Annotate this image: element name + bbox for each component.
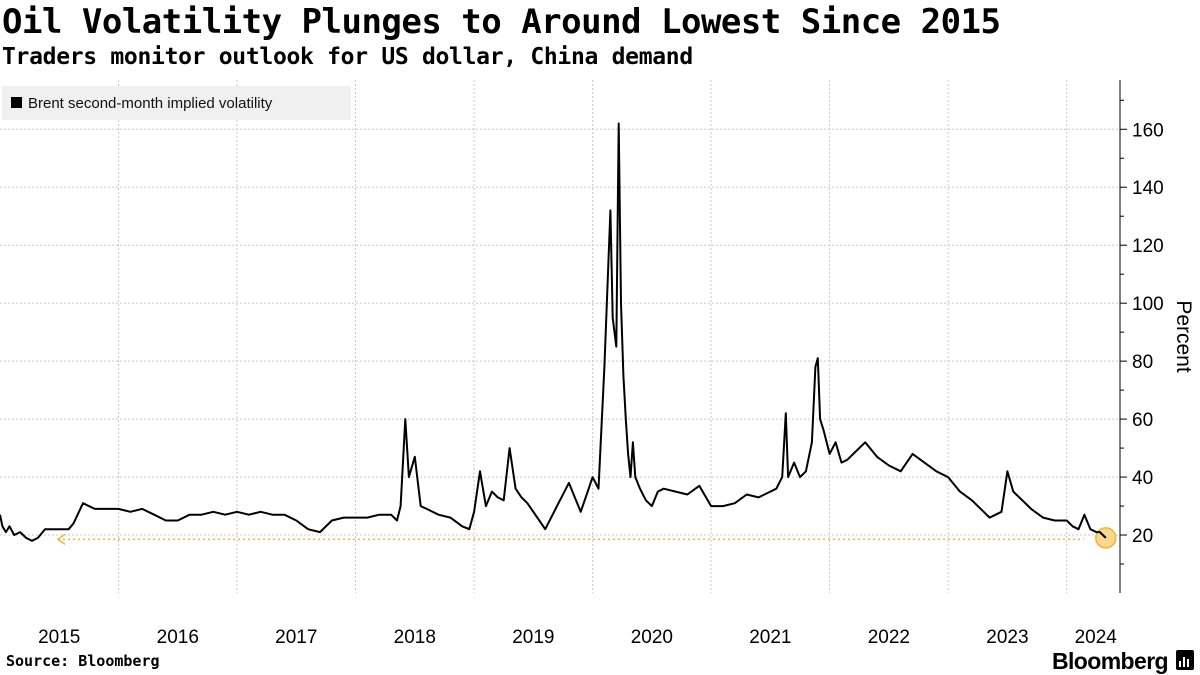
legend-box	[2, 86, 351, 120]
x-tick-label: 2019	[512, 627, 554, 648]
x-tick-label: 2020	[631, 627, 673, 648]
y-tick-label: 100	[1132, 294, 1164, 315]
series-line-brent-volatility	[0, 122, 1107, 542]
legend-swatch	[11, 97, 22, 108]
y-tick-label: 120	[1132, 236, 1164, 257]
x-tick-label: 2016	[157, 627, 199, 648]
y-tick-label: 140	[1132, 178, 1164, 199]
y-tick-label: 40	[1132, 468, 1153, 489]
bloomberg-bars-icon	[1176, 650, 1194, 670]
y-tick-label: 160	[1132, 120, 1164, 141]
source-note: Source: Bloomberg	[6, 652, 160, 670]
chart-subtitle: Traders monitor outlook for US dollar, C…	[2, 44, 693, 70]
x-tick-label: 2023	[986, 627, 1028, 648]
reference-arrow	[56, 533, 66, 545]
x-tick-label: 2017	[275, 627, 317, 648]
bloomberg-logo: Bloomberg	[1052, 648, 1169, 674]
chart: 20 40 60 80 100 120 140 160 2015 2016 2017 2018 2019…	[0, 80, 1195, 648]
chart-title: Oil Volatility Plunges to Around Lowest …	[2, 2, 1001, 42]
y-tick-label: 20	[1132, 526, 1153, 547]
y-axis-title: Percent	[1172, 300, 1195, 373]
y-tick-label: 60	[1132, 410, 1153, 431]
x-tick-label: 2024	[1075, 627, 1118, 648]
legend-label: Brent second-month implied volatility	[28, 95, 273, 112]
x-tick-label: 2018	[394, 627, 436, 648]
x-tick-label: 2015	[38, 627, 80, 648]
latest-value-marker	[1095, 527, 1117, 549]
x-tick-label: 2022	[868, 627, 910, 648]
x-tick-label: 2021	[749, 627, 791, 648]
y-tick-label: 80	[1132, 352, 1153, 373]
